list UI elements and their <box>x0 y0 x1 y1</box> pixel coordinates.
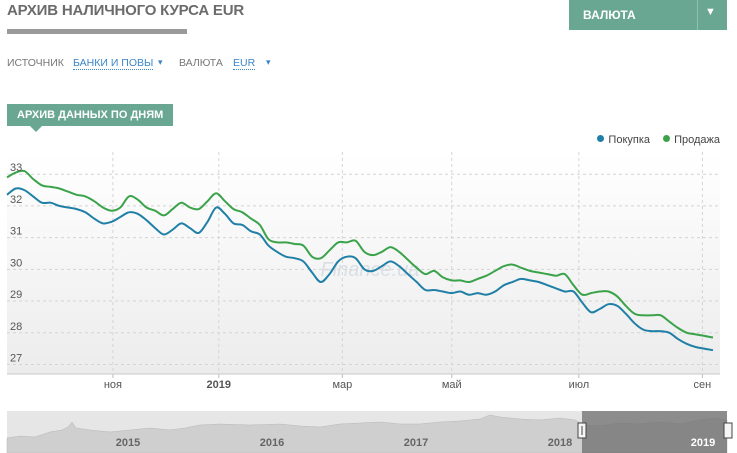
navigator[interactable]: 2015 2016 2017 2018 2019 <box>6 411 733 453</box>
legend-item-sell[interactable]: Продажа <box>663 134 720 146</box>
navigator-year-label: 2019 <box>691 437 715 449</box>
chart-legend: Покупка Продажа <box>587 134 720 146</box>
x-axis: ноя 2019 мар май июл сен <box>104 374 711 391</box>
y-tick-label: 31 <box>10 226 22 238</box>
source-label: ИСТОЧНИК <box>7 57 64 69</box>
y-tick-label: 27 <box>10 352 22 364</box>
x-tick-label: сен <box>694 379 712 391</box>
chevron-down-icon: ▼ <box>705 6 716 18</box>
currency-button-label: ВАЛЮТА <box>583 8 636 22</box>
x-tick-label: ноя <box>104 379 122 391</box>
source-select[interactable]: БАНКИ И ПОВЫ <box>73 57 154 70</box>
x-tick-label: май <box>442 379 462 391</box>
currency-label: ВАЛЮТА <box>179 57 223 69</box>
series-line-sell <box>6 169 714 339</box>
series-lines <box>6 169 714 352</box>
legend-label-sell: Продажа <box>674 134 720 146</box>
navigator-year-label: 2017 <box>404 437 428 449</box>
navigator-right-handle[interactable] <box>723 422 733 439</box>
legend-item-buy[interactable]: Покупка <box>597 134 650 146</box>
navigator-year-label: 2016 <box>260 437 284 449</box>
title-underline <box>7 29 187 34</box>
currency-dropdown-button[interactable]: ВАЛЮТА ▼ <box>569 0 727 30</box>
y-tick-label: 33 <box>10 162 22 174</box>
legend-dot-buy <box>597 135 605 142</box>
currency-select[interactable]: EUR <box>233 57 256 70</box>
tab-archive-by-days[interactable]: АРХИВ ДАННЫХ ПО ДНЯМ <box>7 104 174 126</box>
y-tick-label: 32 <box>10 194 22 206</box>
navigator-selected-range[interactable] <box>582 411 727 453</box>
y-tick-label: 29 <box>10 289 22 301</box>
legend-dot-sell <box>663 135 671 142</box>
tab-pointer <box>30 126 42 132</box>
y-tick-label: 28 <box>10 321 22 333</box>
chevron-down-icon[interactable]: ▾ <box>158 57 163 67</box>
x-tick-label: 2019 <box>207 379 231 391</box>
page-title: АРХИВ НАЛИЧНОГО КУРСА EUR <box>7 2 245 19</box>
series-line-buy <box>6 187 714 352</box>
navigator-year-label: 2018 <box>548 437 572 449</box>
divider <box>697 0 698 30</box>
chevron-down-icon[interactable]: ▾ <box>266 57 271 67</box>
x-tick-label: мар <box>332 379 352 391</box>
grid-lines <box>7 152 720 374</box>
y-tick-label: 30 <box>10 257 22 269</box>
watermark: Finance.ua <box>321 259 420 281</box>
x-tick-label: июл <box>569 379 590 391</box>
y-axis: 27 28 29 30 31 32 33 <box>10 162 22 364</box>
navigator-years: 2015 2016 2017 2018 2019 <box>116 437 715 449</box>
plot-background <box>7 152 720 374</box>
legend-label-buy: Покупка <box>608 134 651 146</box>
navigator-year-label: 2015 <box>116 437 140 449</box>
